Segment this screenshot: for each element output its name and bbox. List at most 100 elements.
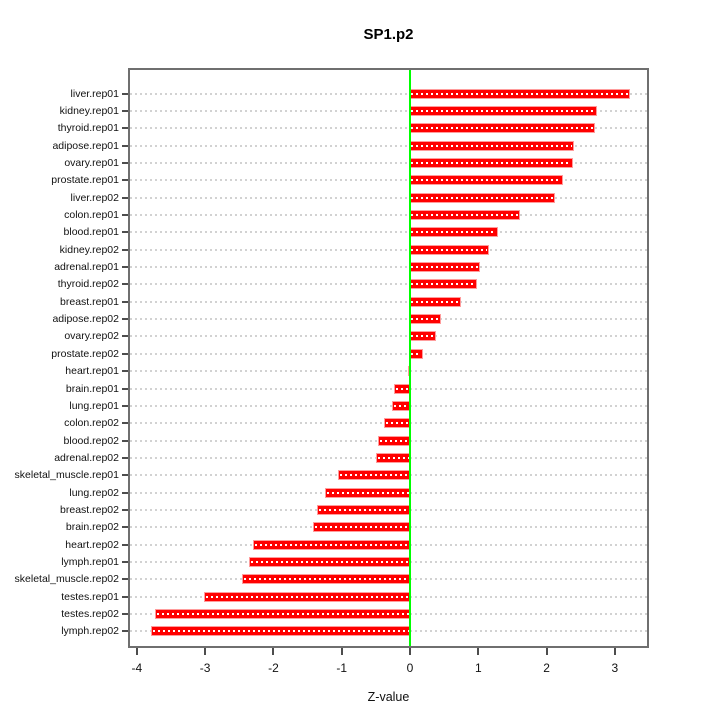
bar-row: lymph.rep01 (61, 553, 647, 570)
bar (410, 107, 596, 116)
y-axis-label: lung.rep02 (69, 486, 119, 499)
y-tick (122, 491, 130, 494)
bar (410, 332, 436, 341)
bar (314, 523, 410, 532)
grid-line (130, 179, 647, 182)
grid-line (130, 283, 647, 286)
y-tick (122, 387, 130, 390)
y-tick (122, 543, 130, 546)
bar-row: prostate.rep01 (51, 172, 647, 189)
bar (151, 627, 410, 636)
bar-row: liver.rep01 (71, 85, 647, 102)
bar-dotted-pattern (243, 578, 409, 581)
bar-dotted-pattern (411, 110, 595, 113)
x-tick (272, 648, 275, 655)
y-tick (122, 578, 130, 581)
bar-dotted-pattern (395, 387, 409, 390)
y-axis-label: lymph.rep02 (61, 625, 119, 638)
y-tick (122, 214, 130, 217)
bar-dotted-pattern (411, 352, 422, 355)
x-tick (340, 648, 343, 655)
bar (410, 263, 479, 272)
bar-rows: liver.rep01 kidney.rep01 thyroid.rep01 adip… (15, 85, 647, 640)
bar-dotted-pattern (254, 543, 409, 546)
bar-dotted-pattern (318, 508, 409, 511)
grid-line (130, 335, 647, 338)
y-axis-label: breast.rep02 (60, 503, 119, 516)
y-tick (122, 404, 130, 407)
y-axis-label: liver.rep01 (70, 87, 119, 100)
zero-reference-line (409, 70, 411, 646)
y-axis-label: heart.rep01 (65, 365, 119, 378)
bar-row: liver.rep02 (71, 189, 647, 206)
y-axis-label: skeletal_muscle.rep01 (14, 469, 119, 482)
bar (392, 401, 410, 410)
y-axis-label: testes.rep01 (61, 590, 119, 603)
grid-line (130, 248, 647, 251)
bar (376, 453, 410, 462)
grid-line (130, 127, 647, 130)
bar-dotted-pattern (152, 630, 409, 633)
y-axis-label: blood.rep02 (63, 434, 119, 447)
bar-row: prostate.rep02 (51, 345, 647, 362)
bar (326, 488, 410, 497)
bar-dotted-pattern (327, 491, 409, 494)
y-axis-label: thyroid.rep01 (57, 122, 119, 135)
bar-dotted-pattern (380, 439, 409, 442)
grid-line (130, 162, 647, 165)
bar (410, 280, 477, 289)
grid-line (130, 196, 647, 199)
bar-row: blood.rep02 (64, 432, 647, 449)
x-tick-label: 0 (406, 661, 414, 675)
bar-row: brain.rep02 (66, 519, 647, 536)
bar-dotted-pattern (411, 335, 435, 338)
x-tick (409, 648, 411, 655)
y-axis-label: adrenal.rep02 (54, 451, 119, 464)
grid-line (130, 352, 647, 355)
x-tick-label: -4 (131, 661, 143, 675)
bar-row: kidney.rep01 (60, 102, 647, 119)
y-axis-label: adrenal.rep01 (54, 261, 119, 274)
bar-row: ovary.rep02 (64, 328, 647, 345)
grid-line (130, 318, 647, 321)
bar-row: thyroid.rep02 (58, 276, 647, 293)
y-tick (122, 422, 130, 425)
y-tick (122, 144, 130, 147)
bar-dotted-pattern (411, 248, 487, 251)
y-axis-label: ovary.rep02 (64, 330, 119, 343)
bar-dotted-pattern (377, 456, 409, 459)
y-tick (122, 370, 130, 373)
grid-line (130, 110, 647, 113)
bar-dotted-pattern (411, 92, 628, 95)
y-tick (122, 630, 130, 633)
y-axis-label: skeletal_muscle.rep02 (14, 573, 119, 586)
grid-line (130, 92, 647, 95)
y-tick (122, 283, 130, 286)
y-axis-label: adipose.rep01 (52, 139, 119, 152)
y-tick (122, 595, 130, 598)
bar-dotted-pattern (411, 127, 593, 130)
bar-dotted-pattern (411, 231, 497, 234)
y-axis-label: brain.rep01 (65, 382, 119, 395)
bar (205, 592, 410, 601)
x-tick-label: -3 (199, 661, 211, 675)
y-tick (122, 179, 130, 182)
bar-dotted-pattern (411, 283, 476, 286)
bar-row: breast.rep01 (60, 293, 647, 310)
grid-line (130, 231, 647, 234)
y-tick (122, 110, 130, 113)
bar-dotted-pattern (411, 266, 478, 269)
y-axis-label: prostate.rep02 (51, 347, 119, 360)
bar (242, 575, 410, 584)
y-axis-label: breast.rep01 (60, 295, 119, 308)
y-tick (122, 352, 130, 355)
y-axis-label: thyroid.rep02 (57, 278, 119, 291)
bar-row: adrenal.rep01 (54, 258, 647, 275)
y-tick (122, 335, 130, 338)
y-axis-label: kidney.rep01 (59, 105, 119, 118)
bar-dotted-pattern (411, 214, 518, 217)
bar-row: heart.rep02 (65, 536, 647, 553)
bar-dotted-pattern (315, 526, 409, 529)
bar-row: lymph.rep02 (61, 623, 647, 640)
y-axis-label: testes.rep02 (61, 607, 119, 620)
